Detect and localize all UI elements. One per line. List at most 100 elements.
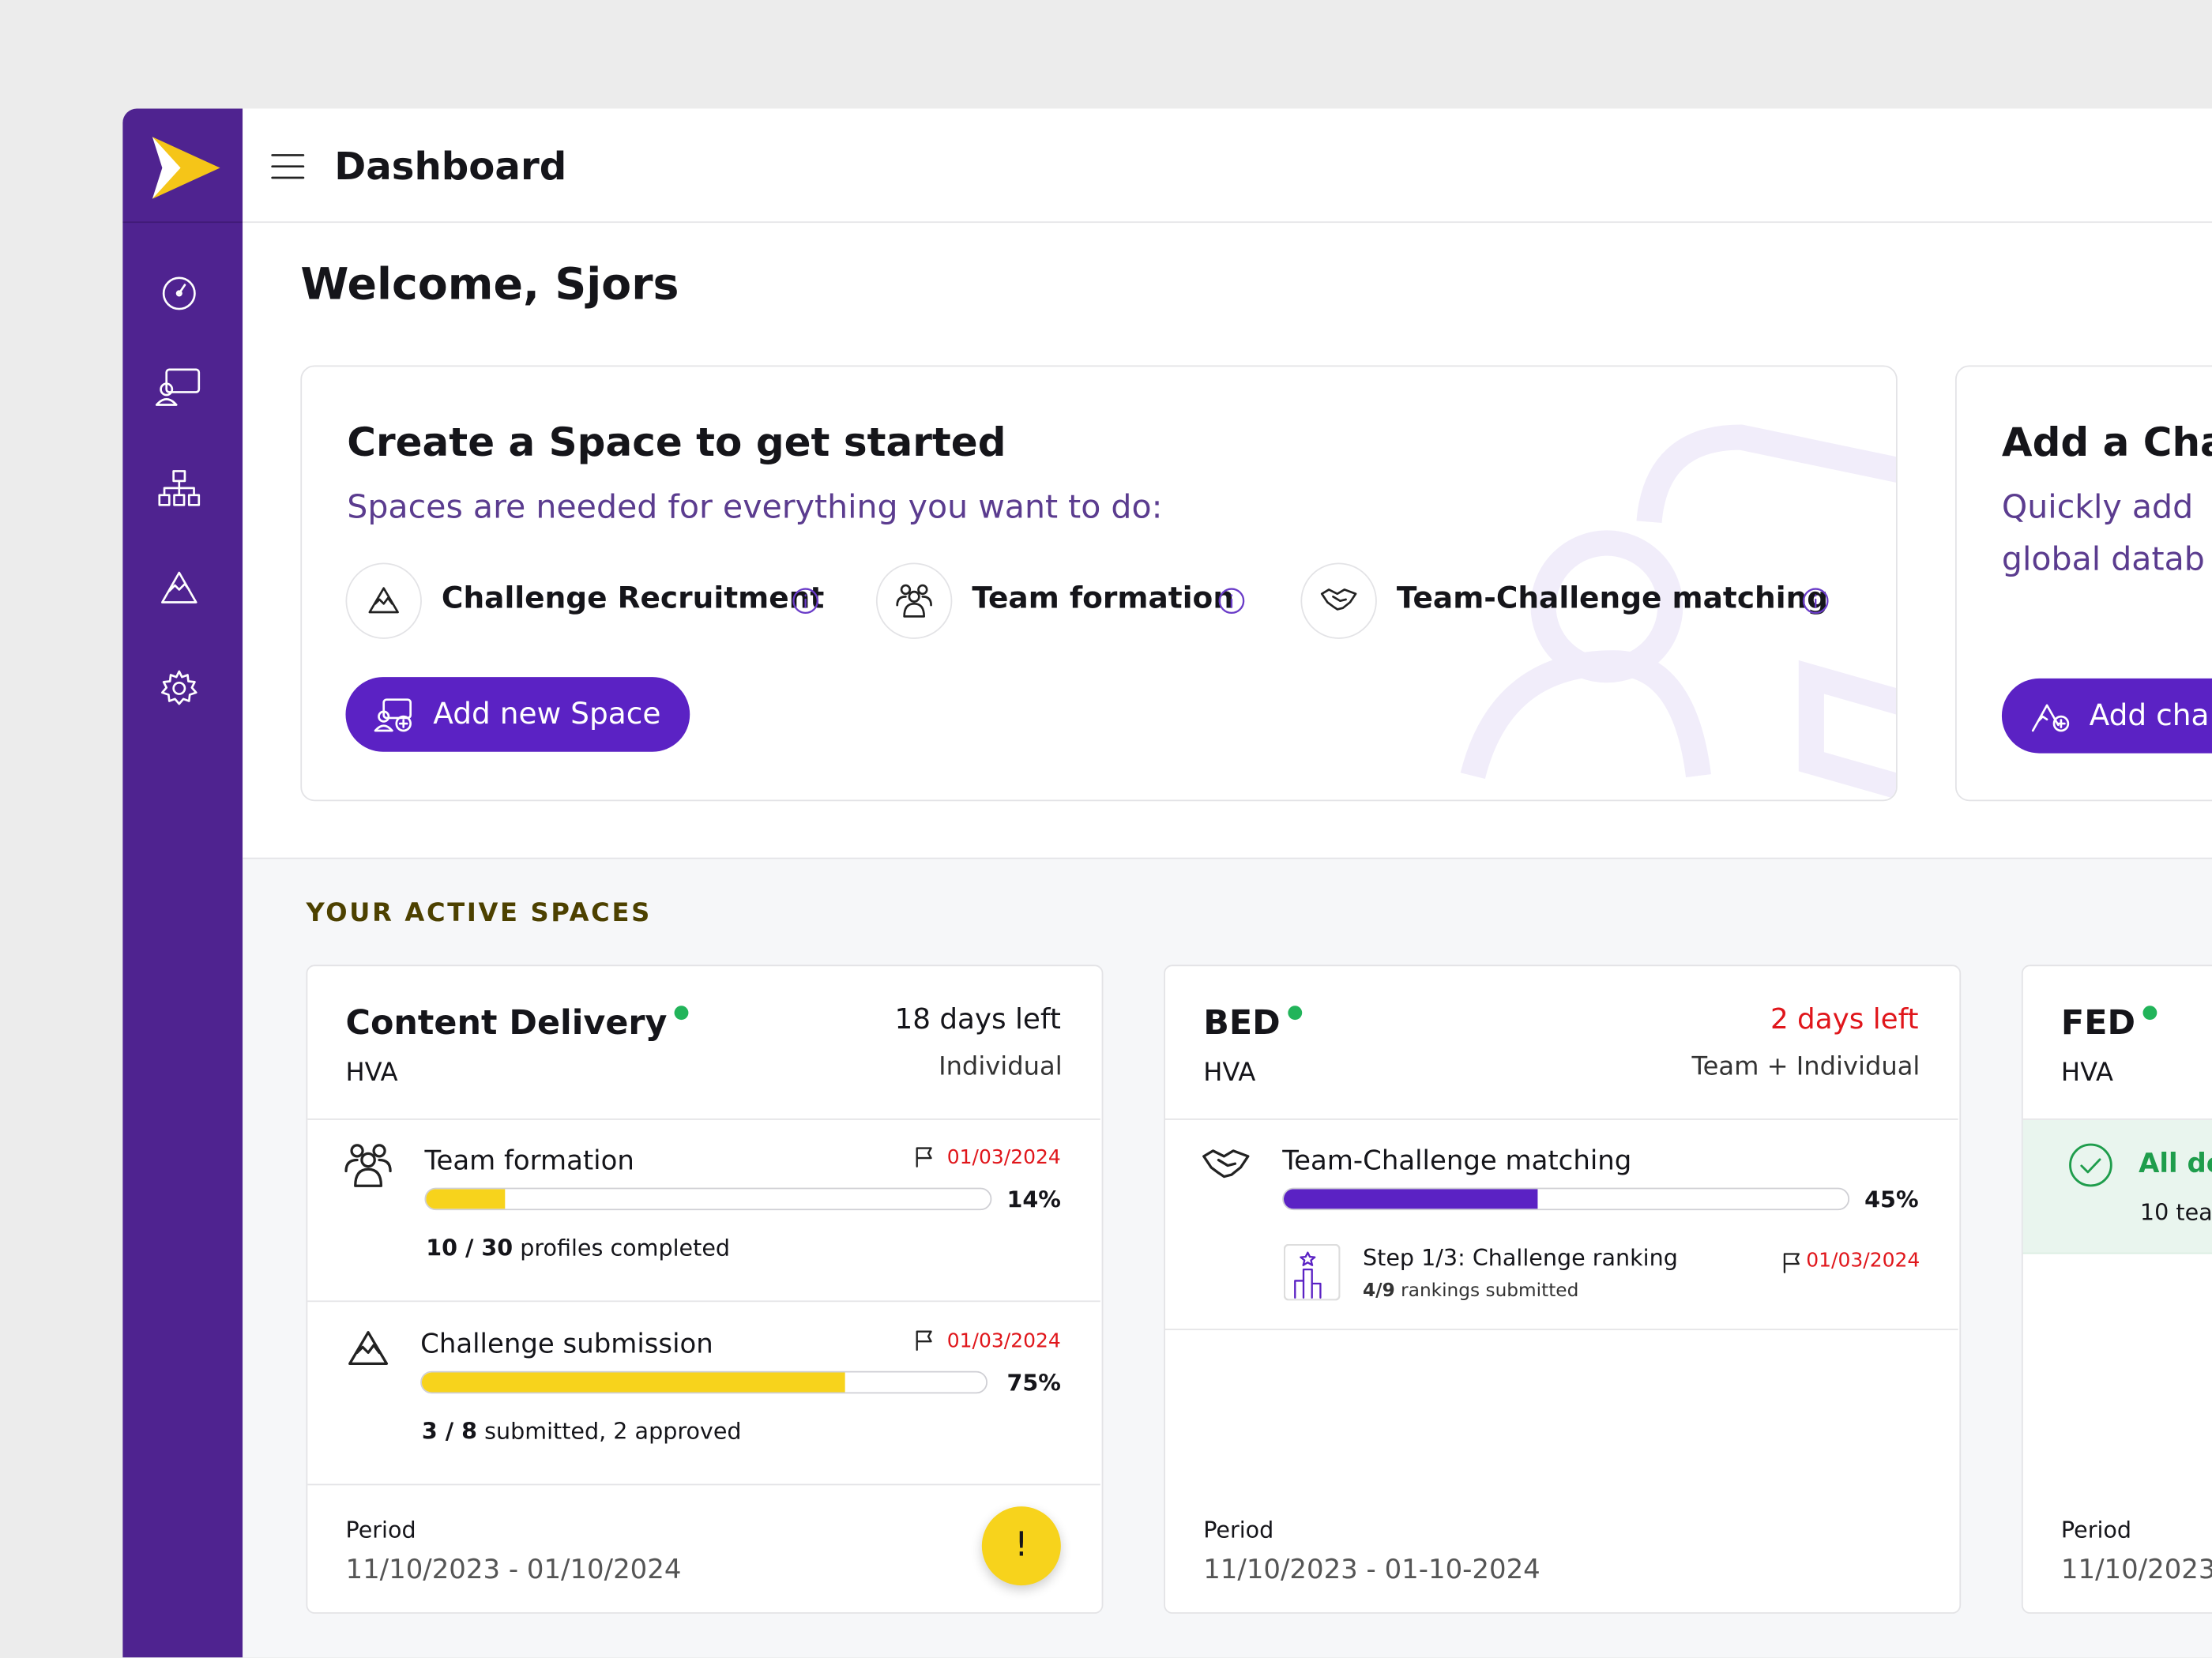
- nav-challenges[interactable]: [160, 569, 199, 605]
- period-dates: 11/10/2023 - 01-10-2024: [1203, 1554, 1540, 1586]
- space-name: Content Delivery: [345, 1002, 668, 1043]
- feature-label: Team formation: [972, 581, 1235, 615]
- count: 3 / 8: [421, 1417, 478, 1445]
- divider: [1164, 1118, 1958, 1120]
- header: [243, 108, 2212, 224]
- divider: [307, 1483, 1100, 1486]
- days-left: 2 days left: [1770, 1001, 1919, 1036]
- detail: submitted, 2 approved: [484, 1417, 742, 1445]
- add-challenge-button[interactable]: Add cha: [2001, 678, 2212, 754]
- mountain-icon: [348, 1331, 389, 1366]
- add-challenge-card: Add a Cha Quickly add global datab Add c…: [1954, 365, 2212, 802]
- add-space-button[interactable]: Add new Space: [345, 677, 690, 752]
- period-label: Period: [2060, 1516, 2132, 1543]
- count: 4/9: [1362, 1280, 1395, 1303]
- count: 10 / 30: [426, 1234, 514, 1261]
- progress-fill: [421, 1372, 845, 1393]
- task-title: Team-Challenge matching: [1282, 1145, 1632, 1177]
- due-date: 01/03/2024: [1806, 1250, 1920, 1273]
- task-title: Challenge submission: [420, 1329, 713, 1360]
- mountain-icon: [368, 587, 399, 614]
- detail: profiles completed: [520, 1234, 731, 1261]
- detail: rankings submitted: [1401, 1280, 1579, 1303]
- feature-label: Team-Challenge matching: [1396, 581, 1829, 615]
- due-date: 01/03/2024: [946, 1146, 1061, 1170]
- button-label: Add new Space: [433, 697, 661, 731]
- button-icon: [374, 698, 412, 732]
- menu-toggle[interactable]: [271, 152, 305, 181]
- space-org: HVA: [345, 1058, 398, 1088]
- alert-button[interactable]: !: [981, 1506, 1061, 1586]
- due-date: 01/03/2024: [946, 1329, 1061, 1353]
- period-dates: 11/10/2023 -: [2060, 1554, 2212, 1586]
- team-icon: [344, 1144, 392, 1187]
- flag-icon: [916, 1147, 932, 1167]
- status-row: [2022, 1119, 2212, 1254]
- flag-icon: [916, 1330, 932, 1352]
- welcome-title: Welcome, Sjors: [300, 259, 679, 310]
- status-detail: 10 tea: [2139, 1198, 2212, 1226]
- nav-spaces[interactable]: [155, 365, 203, 408]
- period-label: Period: [345, 1516, 416, 1543]
- progress-track: [1282, 1187, 1850, 1211]
- space-name: BED: [1203, 1002, 1281, 1043]
- space-card[interactable]: [2021, 964, 2212, 1614]
- ranking-icon: [1283, 1243, 1341, 1301]
- decor: [1460, 424, 1896, 799]
- status-dot: [674, 1006, 689, 1021]
- space-org: HVA: [2060, 1058, 2114, 1088]
- hand-icon: [1202, 1149, 1250, 1179]
- progress-detail: 3 / 8 submitted, 2 approved: [421, 1417, 742, 1445]
- card-subtitle: Spaces are needed for everything you wan…: [347, 489, 1163, 527]
- progress-fill: [1283, 1189, 1538, 1209]
- progress-detail: 10 / 30 profiles completed: [426, 1234, 731, 1261]
- progress-fill: [426, 1189, 506, 1209]
- header-title: Dashboard: [334, 145, 567, 190]
- feature-icon-circle: [345, 562, 422, 639]
- button-icon: [2031, 704, 2070, 732]
- space-card[interactable]: [1164, 964, 1962, 1614]
- progress-label: 14%: [1006, 1186, 1061, 1213]
- space-org: HVA: [1203, 1058, 1256, 1088]
- progress-label: 45%: [1864, 1186, 1919, 1213]
- alert-label: !: [1014, 1525, 1029, 1565]
- hand-icon: [1320, 588, 1357, 611]
- sidebar: [122, 108, 243, 1658]
- button-label: Add cha: [2089, 697, 2210, 732]
- task-title: Team formation: [424, 1145, 634, 1177]
- days-left: 18 days left: [894, 1001, 1061, 1036]
- create-space-card: Create a Space to get started Spaces are…: [300, 365, 1898, 802]
- step-title: Step 1/3: Challenge ranking: [1362, 1243, 1678, 1271]
- info-icon[interactable]: [1801, 587, 1830, 615]
- logo-area: [122, 108, 243, 224]
- section-title: YOUR ACTIVE SPACES: [306, 898, 652, 928]
- card-title: Create a Space to get started: [347, 419, 1006, 466]
- nav-settings[interactable]: [160, 668, 199, 708]
- nav-dashboard[interactable]: [160, 273, 199, 313]
- card-subtitle: Quickly add: [2001, 489, 2194, 527]
- card-title: Add a Cha: [2001, 419, 2212, 466]
- info-icon[interactable]: [1217, 587, 1246, 615]
- space-name: FED: [2060, 1002, 2136, 1043]
- divider: [307, 1118, 1100, 1120]
- divider: [2022, 1118, 2212, 1120]
- progress-track: [420, 1370, 988, 1394]
- status-title: All do: [2139, 1148, 2212, 1179]
- status-dot: [2142, 1006, 2157, 1021]
- progress-track: [424, 1187, 992, 1211]
- space-mode: Team + Individual: [1691, 1052, 1920, 1082]
- team-icon: [896, 584, 932, 618]
- feature-icon-circle: [875, 562, 953, 639]
- info-icon[interactable]: [792, 587, 820, 615]
- nav-structure[interactable]: [156, 468, 201, 508]
- status-dot: [1287, 1006, 1302, 1021]
- divider: [1164, 1329, 1958, 1330]
- check-icon: [2069, 1143, 2112, 1187]
- period-label: Period: [1203, 1516, 1274, 1543]
- flag-icon: [1783, 1253, 1800, 1273]
- space-card[interactable]: [306, 964, 1104, 1614]
- feature-label: Challenge Recruitment: [441, 581, 825, 615]
- step-detail: 4/9 rankings submitted: [1363, 1282, 1578, 1300]
- card-subtitle: global datab: [2001, 541, 2205, 579]
